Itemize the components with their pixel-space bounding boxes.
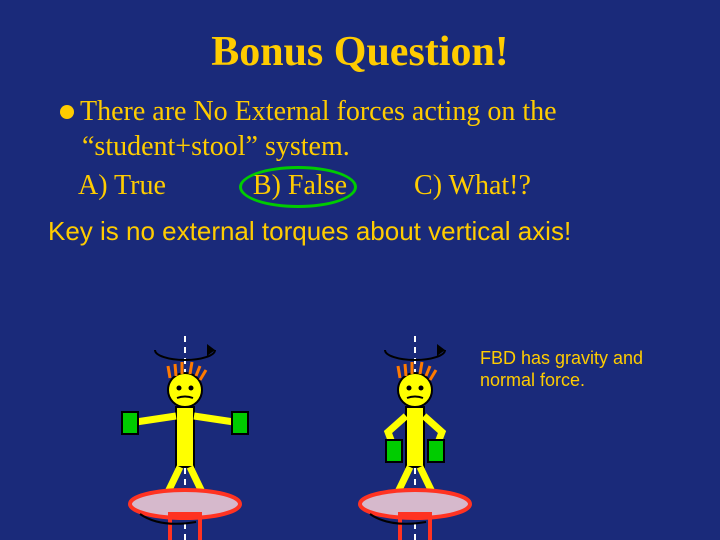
figure-student-stool-1 (100, 336, 270, 540)
figure-student-stool-2 (330, 336, 500, 540)
key-explanation: Key is no external torques about vertica… (48, 216, 680, 247)
answer-options: A) True B) False C) What!? (78, 170, 670, 202)
fbd-note: FBD has gravity and normal force. (480, 348, 680, 391)
question-line-1: There are No External forces acting on t… (80, 96, 557, 127)
question-text: There are No External forces acting on t… (60, 94, 670, 164)
option-a: A) True (78, 170, 166, 202)
option-b: B) False (253, 170, 347, 202)
option-b-label: B) False (253, 170, 347, 201)
bullet-icon (60, 105, 74, 119)
slide-title: Bonus Question! (0, 28, 720, 76)
question-line-2: “student+stool” system. (82, 129, 350, 164)
option-c: C) What!? (414, 170, 531, 202)
